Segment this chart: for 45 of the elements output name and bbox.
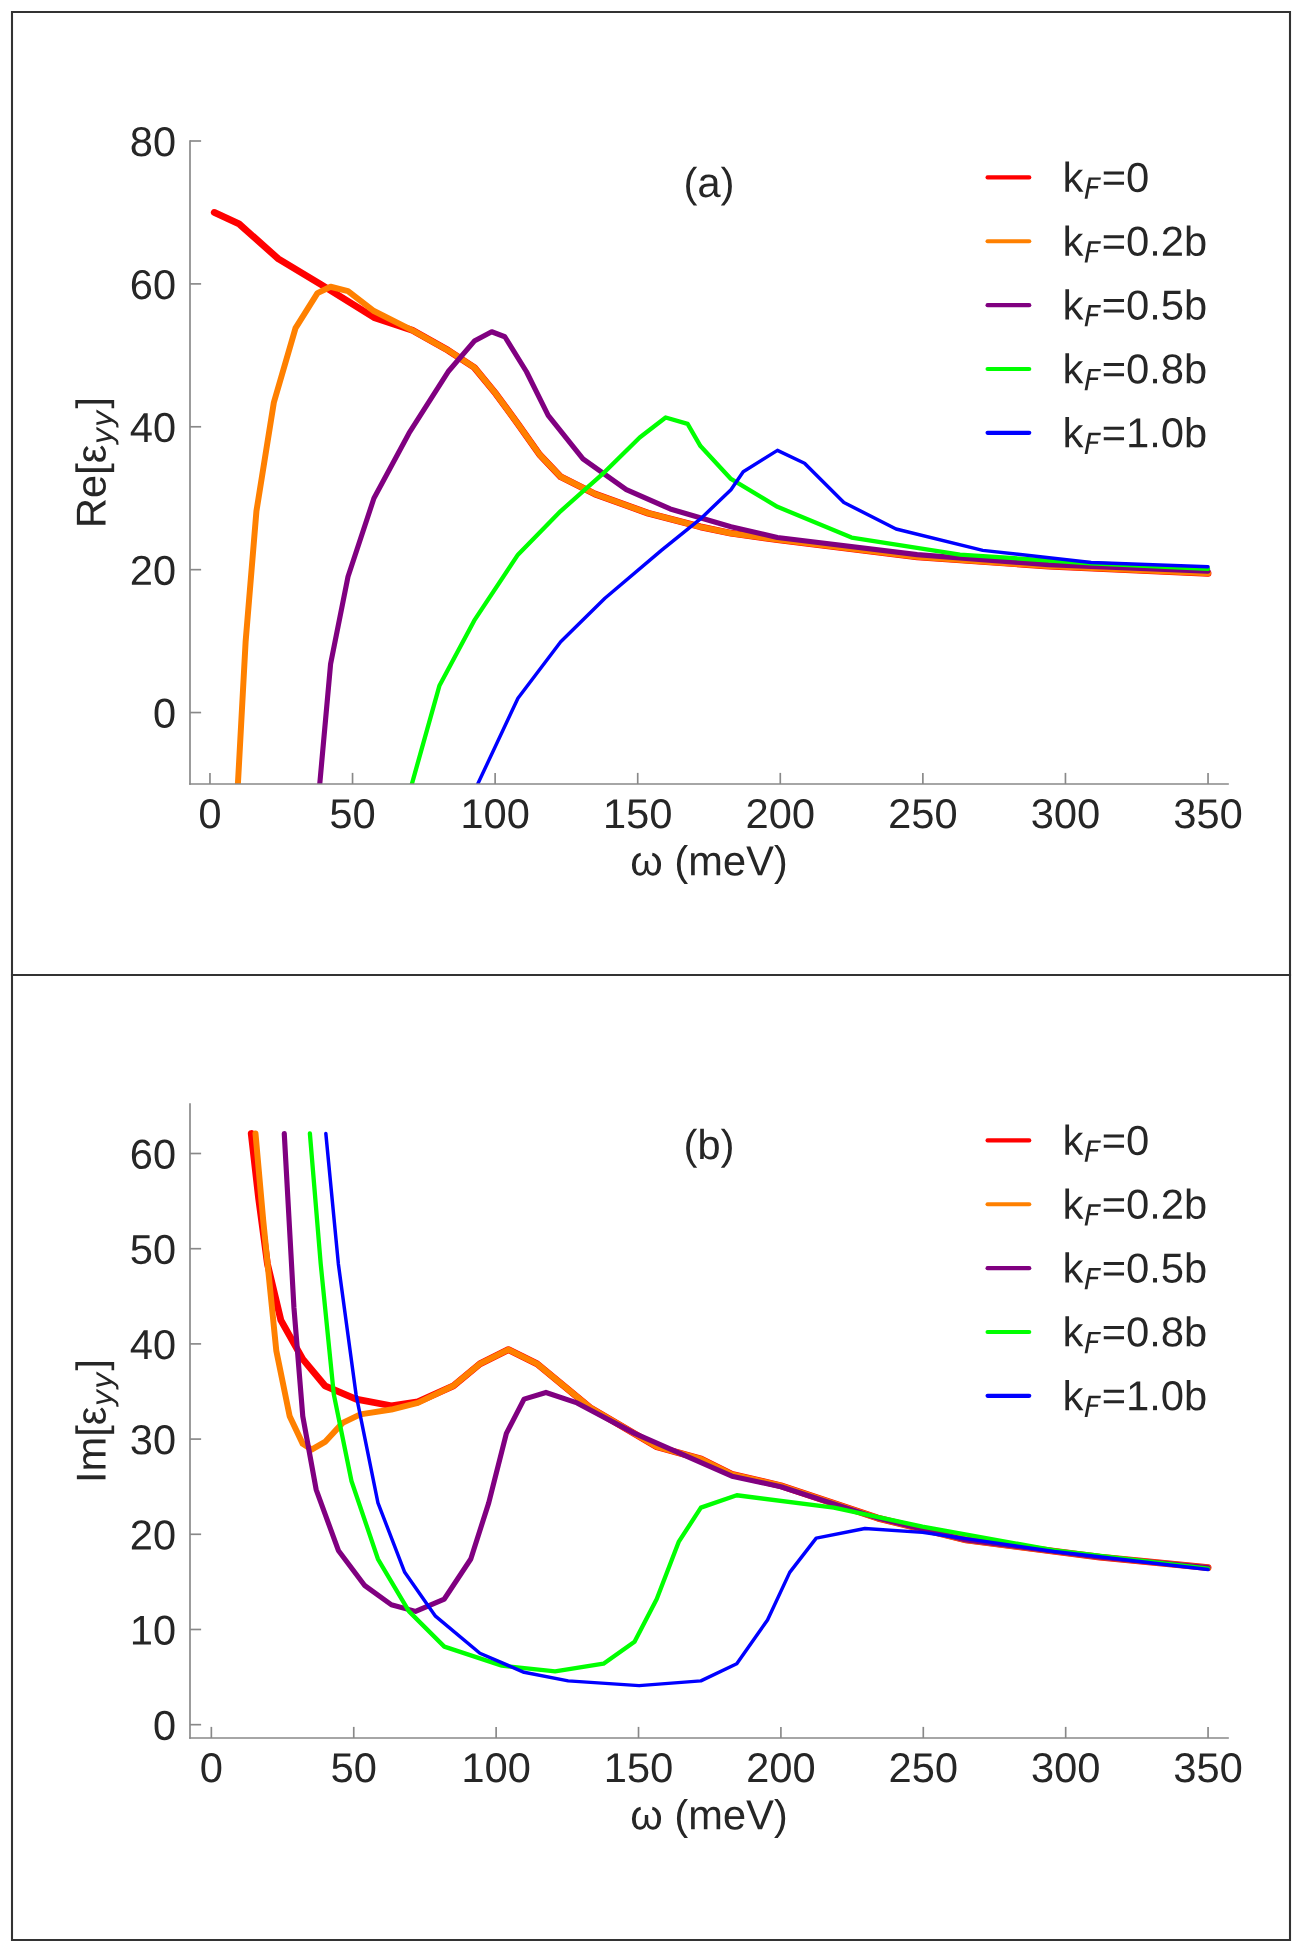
x-tick-label: 0 [201,1752,222,1783]
y-tick-label: 10 [132,1615,175,1645]
x-tick-label: 50 [332,1752,376,1783]
legend-label: k$_{F}$=0.8b [1065,1316,1206,1354]
y-tick-label: 20 [131,555,175,586]
x-tick-label: 300 [1032,798,1099,829]
y-tick-label: 60 [131,269,175,300]
legend-label: k$_{F}$=1.0b [1065,1379,1206,1418]
legend-label: k$_{F}$=0.5b [1065,1252,1206,1290]
text: (b) [686,1128,732,1168]
y-tick-label: 0 [154,1710,175,1741]
y-tick-label: 0 [154,698,175,729]
text: (a) [686,166,732,206]
y-axis-title: Re[ε$_{yy}$] [75,400,119,525]
x-tick-label: 150 [606,798,671,829]
x-tick-label: 250 [890,798,957,829]
legend-label: k$_{F}$=0.2b [1065,1188,1206,1226]
x-tick-label: 50 [331,798,375,829]
x-tick-label: 350 [1174,1752,1242,1783]
legend-label: k$_{F}$=0.5b [1065,289,1206,327]
x-tick-label: 150 [606,1752,672,1783]
x-tick-label: 350 [1174,798,1242,829]
x-tick-label: 100 [464,1752,530,1783]
y-tick-label: 40 [130,1329,175,1360]
y-tick-label: 20 [131,1520,175,1550]
x-tick-label: 200 [748,1752,815,1783]
legend-label: k$_{F}$=0.2b [1065,225,1206,263]
y-tick-label: 60 [131,1139,175,1170]
y-tick-label: 30 [131,1425,175,1455]
x-axis-title: ω (meV) [631,845,786,884]
legend-label: k$_{F}$=0 [1065,1124,1148,1162]
x-tick-label: 200 [747,798,814,829]
y-tick-label: 40 [130,412,175,443]
legend-label: k$_{F}$=1.0b [1065,416,1206,455]
x-axis-title: ω (meV) [631,1799,786,1838]
legend-label: k$_{F}$=0 [1065,161,1148,199]
line-series [409,415,1211,784]
legend-label: k$_{F}$=0.8b [1065,353,1206,391]
x-tick-label: 300 [1032,1752,1099,1783]
y-tick-label: 50 [131,1234,175,1265]
x-tick-label: 250 [890,1752,957,1783]
x-tick-label: 0 [200,798,220,829]
y-axis-title: Im[ε$_{yy}$] [75,1361,119,1480]
x-tick-label: 100 [463,798,529,829]
y-tick-label: 80 [131,127,175,157]
